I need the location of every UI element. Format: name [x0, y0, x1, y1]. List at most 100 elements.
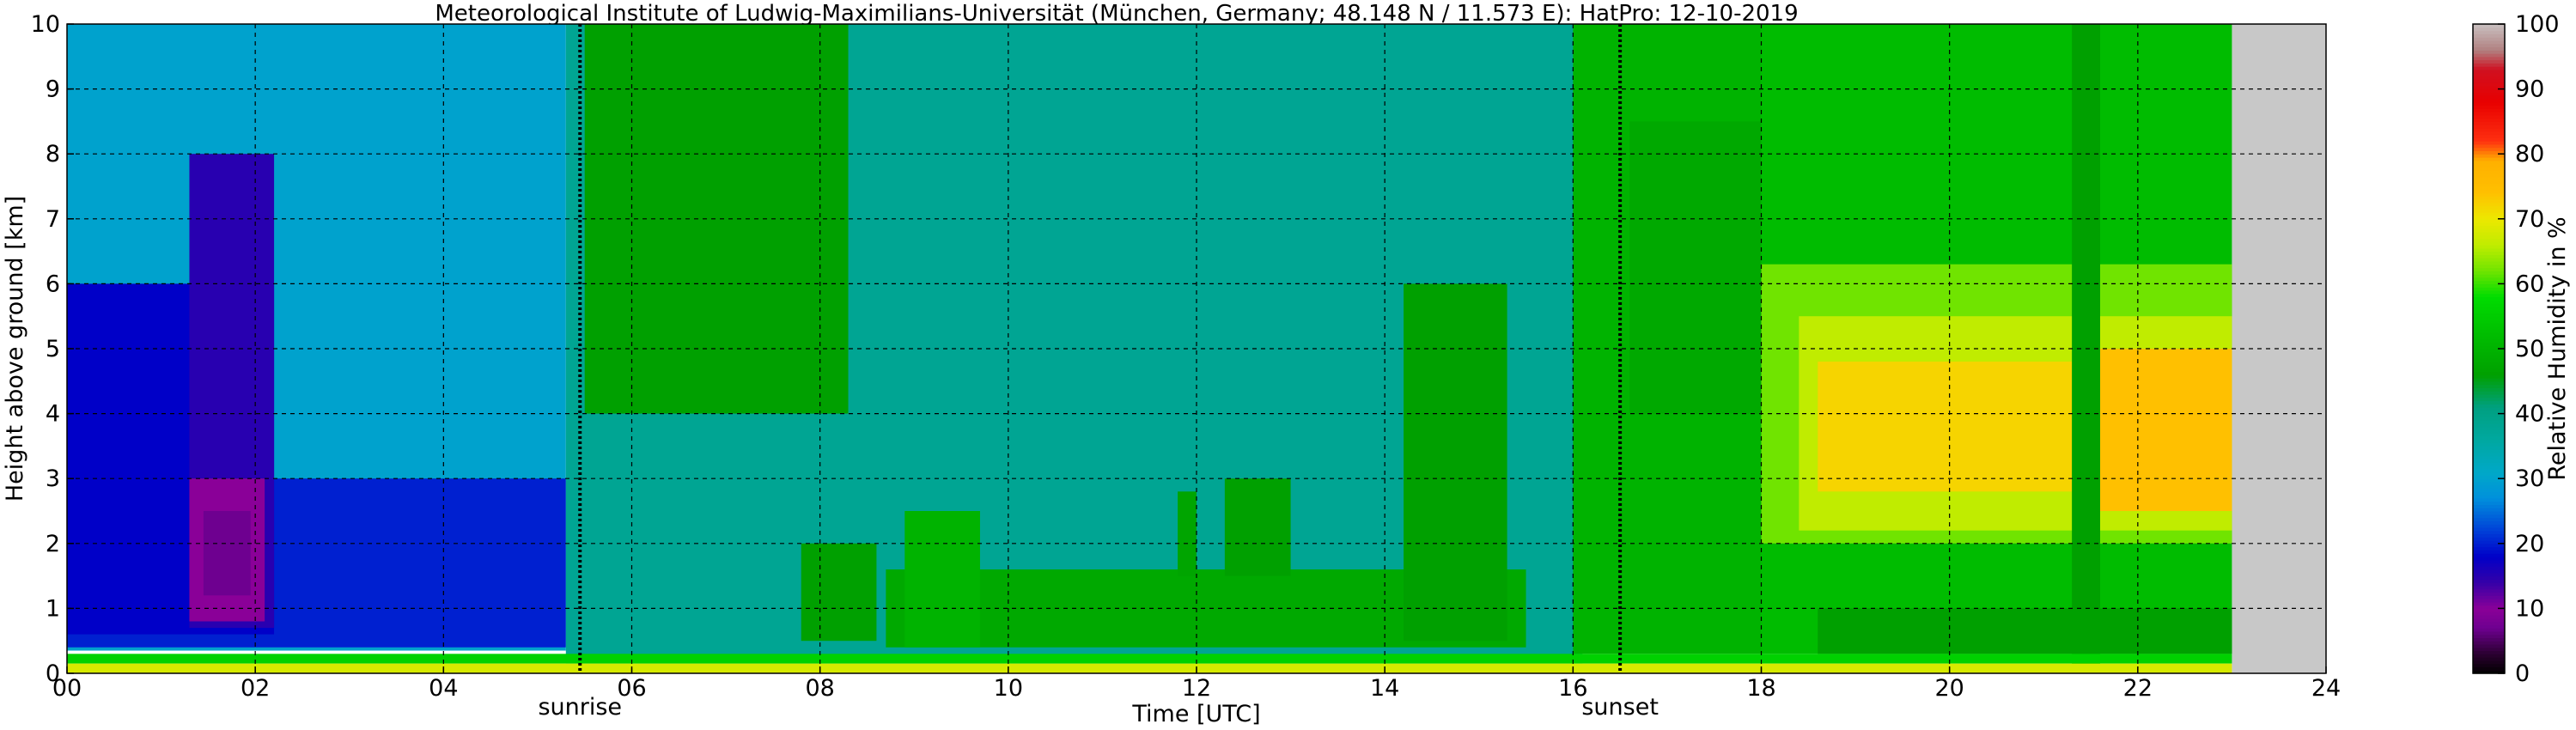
- colorbar-segment: [2473, 228, 2505, 233]
- colorbar-segment: [2473, 371, 2505, 375]
- colorbar-segment: [2473, 43, 2505, 48]
- y-tick-label: 9: [46, 76, 60, 103]
- colorbar-segment: [2473, 192, 2505, 197]
- colorbar-segment: [2473, 569, 2505, 574]
- colorbar-segment: [2473, 241, 2505, 246]
- colorbar-segment: [2473, 624, 2505, 629]
- colorbar-segment: [2473, 605, 2505, 609]
- colorbar-tick-label: 40: [2515, 401, 2544, 428]
- colorbar-segment: [2473, 300, 2505, 304]
- colorbar-segment: [2473, 289, 2505, 295]
- colorbar-segment: [2473, 572, 2505, 577]
- colorbar-segment: [2473, 127, 2505, 132]
- colorbar-segment: [2473, 342, 2505, 346]
- colorbar-segment: [2473, 33, 2505, 38]
- colorbar-segment: [2473, 322, 2505, 327]
- colorbar-segment: [2473, 358, 2505, 362]
- colorbar-segment: [2473, 630, 2505, 636]
- y-tick-label: 6: [46, 271, 60, 297]
- x-tick-label: 00: [52, 675, 82, 702]
- colorbar-segment: [2473, 82, 2505, 87]
- colorbar-segment: [2473, 420, 2505, 424]
- colorbar-segment: [2473, 484, 2505, 490]
- x-tick-label: 22: [2123, 675, 2153, 702]
- colorbar-segment: [2473, 306, 2505, 311]
- sunrise-label: sunrise: [538, 694, 622, 721]
- colorbar-segment: [2473, 666, 2505, 671]
- colorbar-segment: [2473, 247, 2505, 252]
- y-tick-label: 0: [46, 660, 60, 687]
- colorbar-segment: [2473, 599, 2505, 603]
- colorbar-segment: [2473, 260, 2505, 265]
- colorbar-segment: [2473, 495, 2505, 499]
- colorbar-segment: [2473, 384, 2505, 388]
- colorbar-segment: [2473, 205, 2505, 210]
- colorbar-segment: [2473, 351, 2505, 356]
- colorbar-segment: [2473, 160, 2505, 165]
- colorbar-segment: [2473, 231, 2505, 236]
- colorbar-segment: [2473, 608, 2505, 612]
- colorbar-tick-label: 50: [2515, 336, 2544, 362]
- colorbar-segment: [2473, 141, 2505, 145]
- colorbar-segment: [2473, 468, 2505, 473]
- colorbar-segment: [2473, 362, 2505, 366]
- colorbar-segment: [2473, 332, 2505, 337]
- colorbar-segment: [2473, 634, 2505, 639]
- colorbar-segment: [2473, 72, 2505, 77]
- colorbar-segment: [2473, 134, 2505, 138]
- colorbar-segment: [2473, 530, 2505, 535]
- colorbar-segment: [2473, 439, 2505, 444]
- colorbar-segment: [2473, 537, 2505, 541]
- colorbar-segment: [2473, 481, 2505, 486]
- colorbar-segment: [2473, 364, 2505, 369]
- colorbar-segment: [2473, 108, 2505, 113]
- colorbar-segment: [2473, 349, 2505, 353]
- colorbar-segment: [2473, 280, 2505, 284]
- colorbar-segment: [2473, 316, 2505, 320]
- colorbar-segment: [2473, 216, 2505, 220]
- colorbar-segment: [2473, 404, 2505, 408]
- colorbar-segment: [2473, 287, 2505, 291]
- colorbar-segment: [2473, 296, 2505, 301]
- colorbar-segment: [2473, 76, 2505, 80]
- colorbar-segment: [2473, 393, 2505, 398]
- colorbar-segment: [2473, 325, 2505, 330]
- colorbar-segment: [2473, 121, 2505, 125]
- y-tick-label: 2: [46, 531, 60, 557]
- colorbar-segment: [2473, 449, 2505, 453]
- colorbar-segment: [2473, 559, 2505, 564]
- colorbar-segment: [2473, 650, 2505, 654]
- colorbar-segment: [2473, 654, 2505, 658]
- humidity-region: [1818, 608, 2232, 654]
- colorbar-segment: [2473, 189, 2505, 194]
- colorbar-segment: [2473, 465, 2505, 470]
- colorbar-segment: [2473, 429, 2505, 434]
- colorbar-segment: [2473, 167, 2505, 171]
- humidity-region: [904, 511, 980, 648]
- colorbar-segment: [2473, 50, 2505, 54]
- colorbar-segment: [2473, 663, 2505, 668]
- x-tick-label: 06: [617, 675, 646, 702]
- sunset-label: sunset: [1581, 694, 1659, 721]
- colorbar-segment: [2473, 69, 2505, 74]
- colorbar-segment: [2473, 380, 2505, 386]
- colorbar-segment: [2473, 59, 2505, 64]
- colorbar-segment: [2473, 436, 2505, 441]
- colorbar-segment: [2473, 442, 2505, 447]
- colorbar-segment: [2473, 258, 2505, 262]
- colorbar-segment: [2473, 514, 2505, 519]
- colorbar-segment: [2473, 37, 2505, 41]
- colorbar-segment: [2473, 238, 2505, 242]
- humidity-region: [801, 543, 877, 642]
- colorbar-segment: [2473, 670, 2505, 674]
- colorbar-segment: [2473, 611, 2505, 616]
- colorbar-segment: [2473, 391, 2505, 395]
- humidity-region: [1178, 491, 1197, 576]
- y-tick-label: 5: [46, 336, 60, 362]
- colorbar-segment: [2473, 563, 2505, 567]
- colorbar-segment: [2473, 143, 2505, 149]
- colorbar-segment: [2473, 56, 2505, 61]
- colorbar-segment: [2473, 131, 2505, 136]
- colorbar-segment: [2473, 497, 2505, 502]
- colorbar-segment: [2473, 176, 2505, 181]
